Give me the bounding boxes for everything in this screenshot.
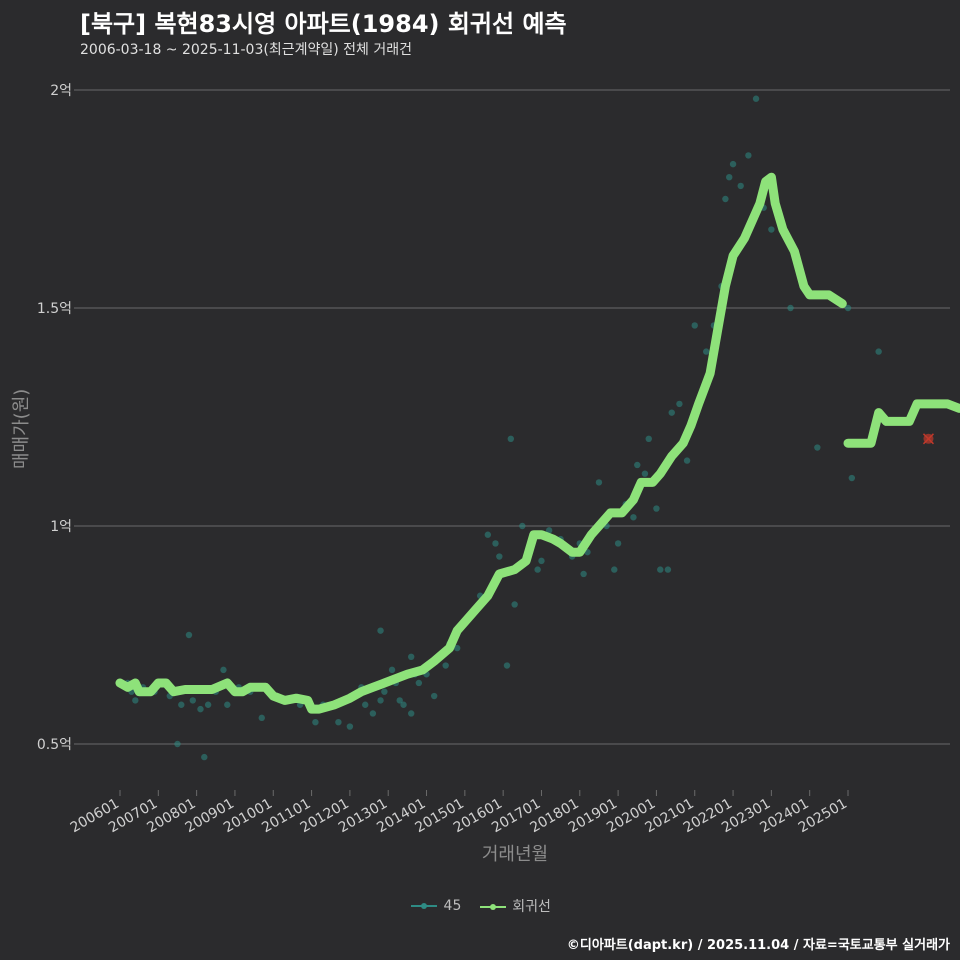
data-point [683,457,691,464]
chart-title: [북구] 복현83시영 아파트(1984) 회귀선 예측 [80,10,567,38]
data-point [534,566,541,573]
data-point [201,753,208,761]
y-axis-ticks: 0.5억 1억 1.5억 2억 [37,83,80,753]
data-point [745,152,752,159]
y-tick-label: 1억 [50,519,72,535]
data-point [664,566,672,573]
data-point [634,461,641,469]
prediction-cross [922,433,934,445]
legend-point-icon [411,903,438,909]
data-point [132,697,139,704]
data-point [408,653,415,660]
data-point [630,514,637,521]
y-tick-label: 2억 [50,83,72,99]
data-point [737,182,744,190]
data-point [844,304,852,312]
data-point [453,644,461,652]
data-point [503,662,511,669]
data-point [174,740,181,748]
data-point [611,566,618,573]
legend-item-regression[interactable]: 회귀선 [478,896,551,916]
scatter-points [124,95,882,761]
data-point [312,719,319,726]
legend-line-icon [479,904,506,910]
data-point [676,400,683,408]
regression-lines [115,172,960,714]
data-point [726,174,733,181]
data-point [580,570,587,578]
data-point [729,160,737,168]
x-axis-title: 거래년월 [481,844,549,865]
data-point [595,479,603,486]
data-point [484,531,492,538]
data-point [335,719,342,726]
data-point [875,348,882,355]
source-credit: ©디아파트(dapt.kr) / 2025.11.04 / 자료=국토교통부 실… [566,938,950,953]
data-point [377,627,384,634]
data-point [396,697,403,704]
data-point [657,566,664,573]
data-point [415,679,423,687]
data-point [507,435,515,442]
data-point [388,666,396,674]
data-point [496,553,503,560]
data-point [814,444,821,451]
data-point [614,540,622,547]
data-point [258,714,265,722]
chart-subtitle: 2006-03-18 ~ 2025-11-03(최근계약일) 전체 거래건 [80,42,412,58]
legend: 45 회귀선 [0,896,960,916]
data-point [369,710,377,717]
data-point [185,631,193,639]
data-point [492,540,499,547]
prediction-marker [922,433,934,445]
data-point [645,435,652,442]
data-point [691,322,698,329]
data-point [511,601,518,608]
y-axis-title: 매매가(원) [11,388,32,469]
legend-label-45: 45 [443,898,462,914]
data-point [178,701,185,708]
y-tick-label: 0.5억 [37,737,72,753]
data-point [377,697,384,704]
data-point [848,474,856,482]
regression-line [115,172,847,714]
data-point [430,692,438,700]
data-point [362,701,369,708]
regression-line [843,399,960,448]
data-point [641,470,649,477]
data-point [538,557,545,565]
data-point [224,701,231,708]
data-point [400,701,407,708]
data-point [653,505,660,512]
legend-item-45[interactable]: 45 [409,898,461,914]
x-axis-ticks: 2006012007012008012009012010012011012012… [68,790,850,836]
legend-label-regression: 회귀선 [512,899,551,915]
data-point [668,409,675,416]
data-point [381,688,388,695]
data-point [346,723,354,730]
data-point [442,662,449,669]
data-point [787,304,794,312]
data-point [204,701,212,708]
data-point [519,522,526,530]
data-point [189,697,196,704]
data-point [197,705,204,713]
data-point [703,348,710,355]
data-point [722,195,729,203]
data-point [545,527,553,534]
data-point [220,666,227,674]
data-point [752,95,760,102]
data-point [768,226,775,233]
grid-lines [80,89,950,745]
data-point [408,710,415,717]
y-tick-label: 1.5억 [37,301,72,317]
